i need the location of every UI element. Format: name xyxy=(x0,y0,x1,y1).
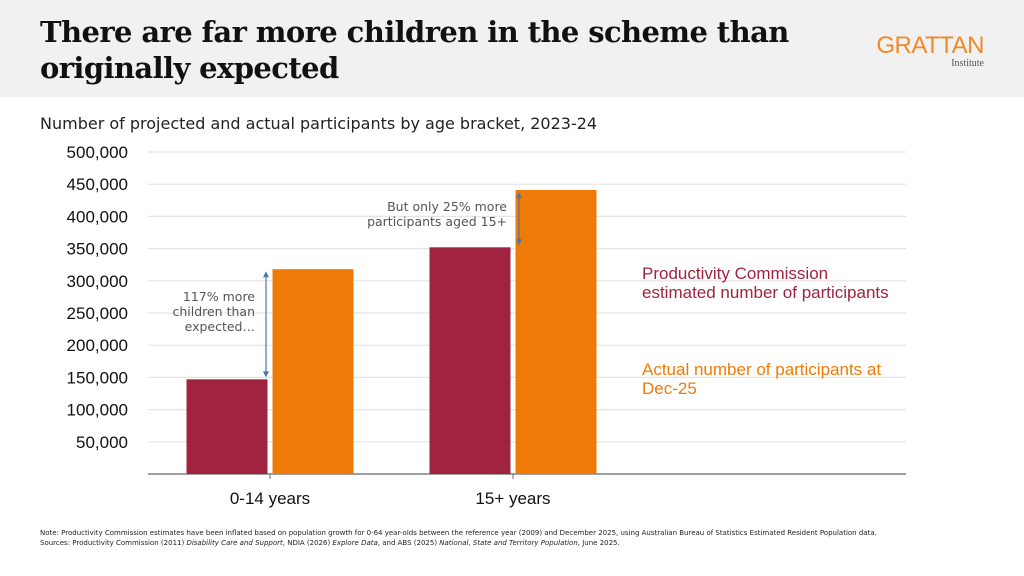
chart-title: Number of projected and actual participa… xyxy=(40,114,598,133)
y-tick-label: 200,000 xyxy=(67,336,128,355)
sources-prefix: Sources: Productivity Commission (2011) xyxy=(40,538,187,547)
bar-pc-estimate xyxy=(186,379,268,474)
footnote-sources: Sources: Productivity Commission (2011) … xyxy=(40,539,990,549)
y-tick-label: 50,000 xyxy=(76,433,128,452)
source-title: National, State and Territory Population xyxy=(439,538,578,547)
annotation-line: But only 25% more xyxy=(387,199,507,214)
grattan-logo: GRATTAN Institute xyxy=(876,32,984,70)
logo-wordmark: GRATTAN xyxy=(876,32,984,59)
source-title: Explore Data xyxy=(332,538,378,547)
x-tick-label: 0-14 years xyxy=(230,489,310,508)
arrow-children-head-up xyxy=(263,271,269,278)
source-title: Disability Care and Support xyxy=(186,538,283,547)
y-tick-label: 400,000 xyxy=(67,207,128,226)
header-band: There are far more children in the schem… xyxy=(0,0,1024,97)
sources-text: , and ABS (2025) xyxy=(377,538,440,547)
annotation-line: children than xyxy=(172,304,255,319)
annotation-line: participants aged 15+ xyxy=(367,214,507,229)
y-tick-label: 300,000 xyxy=(67,272,128,291)
y-tick-label: 500,000 xyxy=(67,143,128,162)
arrow-children-head-down xyxy=(263,371,269,378)
footnote-note: Note: Productivity Commission estimates … xyxy=(40,529,877,537)
y-tick-label: 450,000 xyxy=(67,175,128,194)
annotation-line: 117% more xyxy=(182,289,255,304)
y-tick-label: 250,000 xyxy=(67,304,128,323)
annotation-children: 117% more children than expected… xyxy=(130,289,255,334)
footnote: Note: Productivity Commission estimates … xyxy=(40,529,990,548)
y-tick-label: 350,000 xyxy=(67,240,128,259)
bar-pc-estimate xyxy=(429,247,511,474)
arrow-adults-head-up xyxy=(516,191,522,198)
annotation-line: expected… xyxy=(184,319,255,334)
sources-text: , NDIA (2026) xyxy=(282,538,333,547)
arrow-adults-head-down xyxy=(516,239,522,246)
y-tick-label: 100,000 xyxy=(67,401,128,420)
y-tick-label: 150,000 xyxy=(67,368,128,387)
logo-subtitle: Institute xyxy=(951,58,984,69)
x-tick-label: 15+ years xyxy=(475,489,550,508)
sources-text: , June 2025. xyxy=(577,538,620,547)
bar-actual xyxy=(272,269,354,474)
bar-actual xyxy=(515,189,597,474)
annotation-adults: But only 25% more participants aged 15+ xyxy=(330,199,507,229)
legend-actual: Actual number of participants at Dec-25 xyxy=(642,360,882,398)
legend-pc-estimate: Productivity Commission estimated number… xyxy=(642,264,889,302)
page-title: There are far more children in the schem… xyxy=(40,15,789,85)
